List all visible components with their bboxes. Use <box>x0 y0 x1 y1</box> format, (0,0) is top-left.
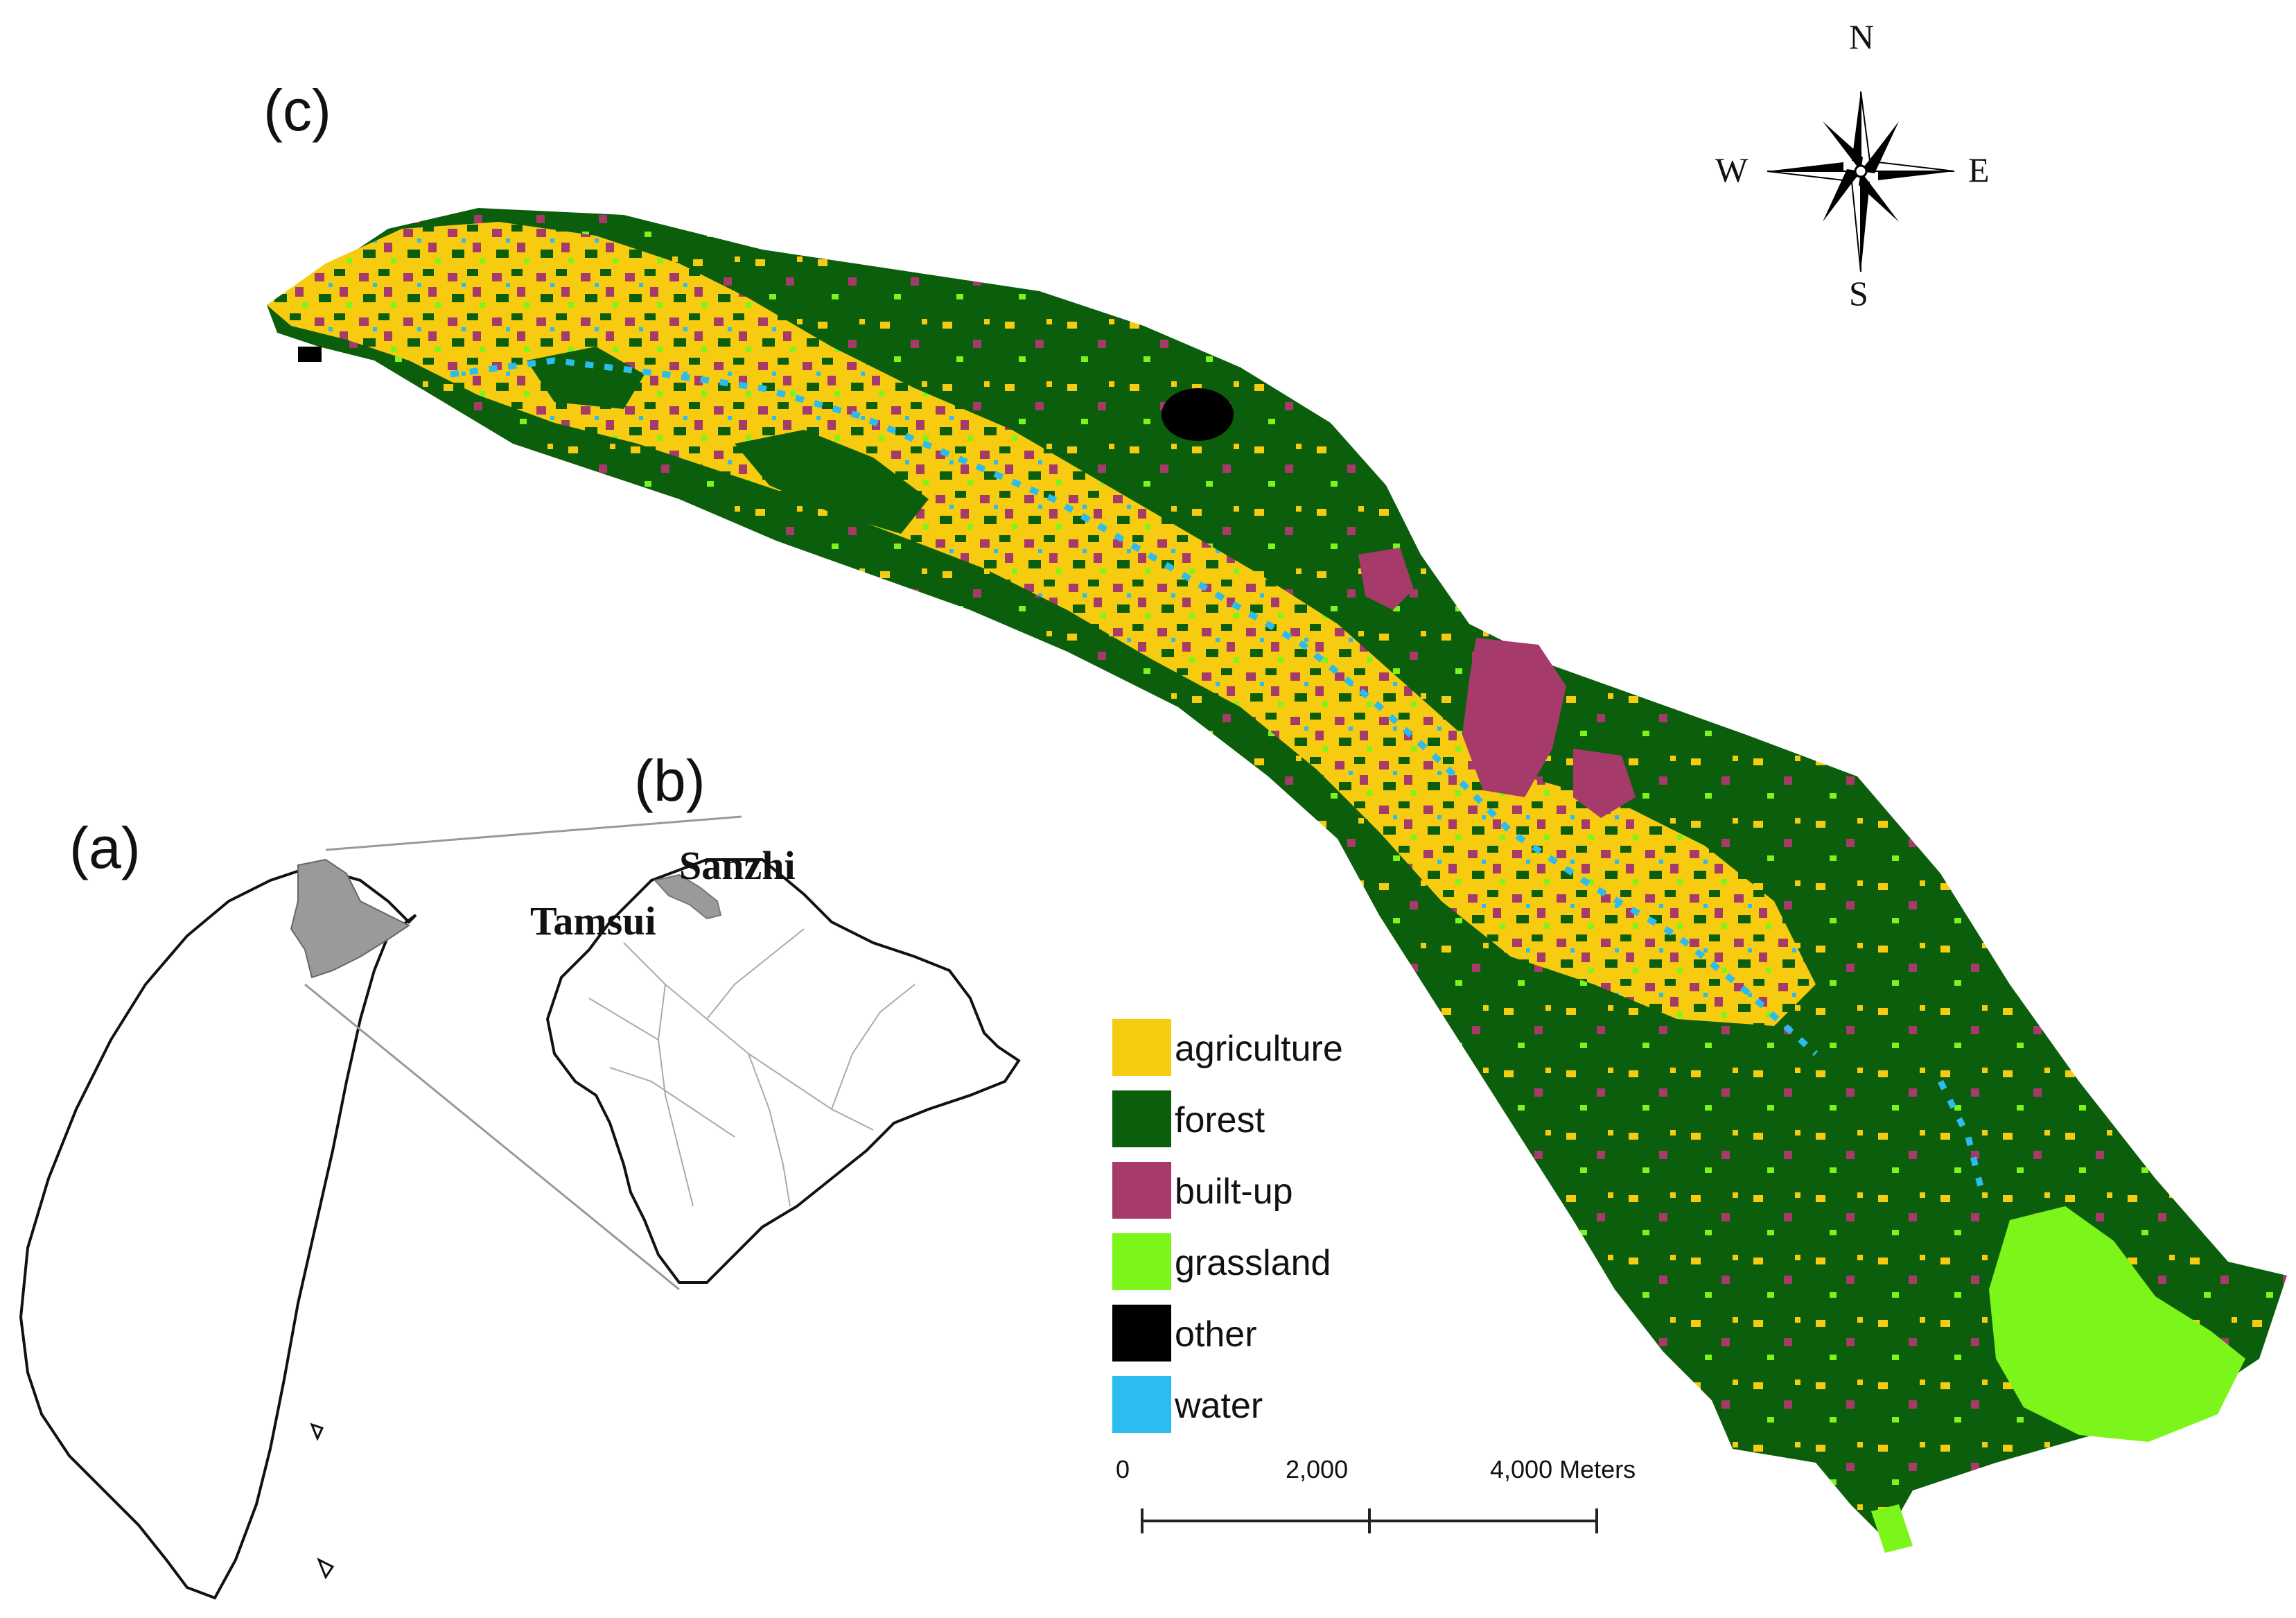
taiwan-outline <box>19 864 417 1600</box>
legend-swatch-grassland <box>1112 1233 1171 1290</box>
compass-east-label: E <box>1968 150 1990 189</box>
legend-swatch-forest <box>1112 1090 1171 1147</box>
scale-label-0: 0 <box>1116 1455 1130 1484</box>
island-small-2 <box>317 1557 335 1580</box>
forest-patch <box>735 430 929 534</box>
legend-label-other: other <box>1175 1314 1257 1355</box>
legend-label-agriculture: agriculture <box>1175 1029 1343 1069</box>
new-taipei-outline <box>545 858 1021 1284</box>
place-label-tamsui: Tamsui <box>530 898 656 943</box>
legend-label-grassland: grassland <box>1175 1243 1331 1283</box>
district-boundaries <box>588 928 915 1207</box>
built-up-cluster-2 <box>1573 749 1636 818</box>
panel-label-a: (a) <box>69 815 141 880</box>
legend-label-forest: forest <box>1175 1100 1265 1140</box>
watershed-forest-area <box>267 208 2287 1539</box>
scale-label-4000: 4,000 Meters <box>1490 1455 1636 1484</box>
compass-north-label: N <box>1849 17 1874 56</box>
agriculture-corridor <box>267 222 1816 1026</box>
place-label-sanzhi: Sanzhi <box>679 843 796 888</box>
inset-new-taipei-map: Sanzhi Tamsui <box>530 843 1021 1284</box>
legend-swatch-water <box>1112 1376 1171 1433</box>
built-up-cluster-3 <box>1358 548 1414 610</box>
grassland-region <box>1989 1206 2245 1442</box>
forest-patch-2 <box>527 347 645 409</box>
compass-south-label: S <box>1849 274 1868 313</box>
grassland-tip <box>1871 1504 1913 1553</box>
legend-swatch-built-up <box>1112 1162 1171 1219</box>
legend-swatch-other <box>1112 1305 1171 1362</box>
legend-swatch-agriculture <box>1112 1019 1171 1076</box>
scale-label-2000: 2,000 <box>1286 1455 1348 1484</box>
water-stream <box>450 357 1819 1056</box>
new-taipei-highlight <box>290 858 410 979</box>
island-small-1 <box>310 1423 324 1441</box>
other-patch-2 <box>298 347 322 362</box>
study-area-highlight <box>654 873 722 920</box>
legend-label-built-up: built-up <box>1175 1172 1293 1212</box>
scale-bar: 0 2,000 4,000 Meters <box>1116 1455 1636 1533</box>
legend-label-water: water <box>1174 1386 1263 1426</box>
legend: agriculture forest built-up grassland ot… <box>1112 1019 1343 1433</box>
north-arrow-compass: N S E W <box>1715 17 1990 313</box>
inset-taiwan-map <box>19 815 742 1600</box>
other-patch <box>1162 388 1234 441</box>
built-up-cluster <box>1462 638 1566 797</box>
panel-label-b: (b) <box>634 748 706 813</box>
panel-label-c: (c) <box>263 78 331 143</box>
compass-west-label: W <box>1715 150 1749 189</box>
land-use-map <box>267 208 2287 1553</box>
